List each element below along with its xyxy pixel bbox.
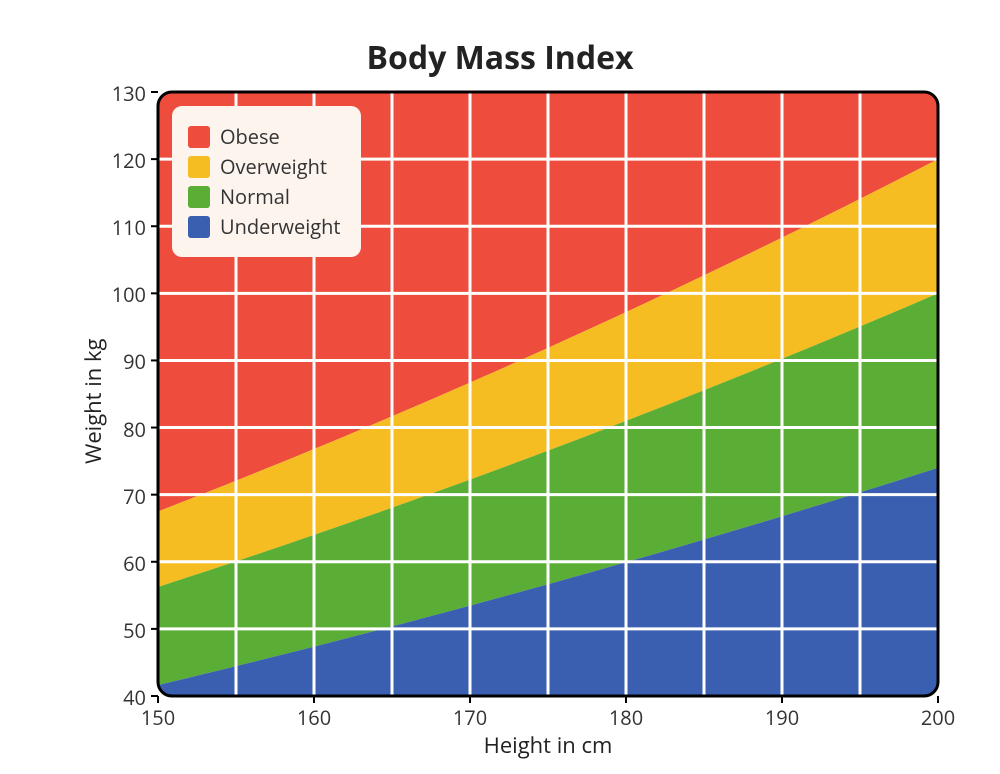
legend-item-overweight: Overweight [188, 153, 341, 180]
legend-item-normal: Normal [188, 183, 341, 210]
x-tick-label: 180 [606, 704, 646, 731]
legend: Obese Overweight Normal Underweight [172, 106, 361, 257]
legend-swatch [188, 156, 210, 178]
legend-swatch [188, 126, 210, 148]
legend-swatch [188, 186, 210, 208]
y-tick-label: 80 [102, 416, 146, 443]
legend-swatch [188, 216, 210, 238]
y-tick-label: 120 [102, 147, 146, 174]
x-tick-label: 190 [762, 704, 802, 731]
plot-area [0, 0, 1000, 774]
legend-label: Underweight [220, 213, 341, 240]
x-tick-label: 170 [450, 704, 490, 731]
bmi-chart: Body Mass Index Weight in kg Height in c… [0, 0, 1000, 774]
legend-item-underweight: Underweight [188, 213, 341, 240]
x-tick-label: 200 [918, 704, 958, 731]
x-tick-label: 160 [294, 704, 334, 731]
y-tick-label: 130 [102, 80, 146, 107]
y-tick-label: 60 [102, 550, 146, 577]
y-tick-label: 40 [102, 684, 146, 711]
legend-label: Normal [220, 183, 290, 210]
y-tick-label: 90 [102, 348, 146, 375]
y-tick-label: 50 [102, 617, 146, 644]
legend-item-obese: Obese [188, 123, 341, 150]
y-tick-label: 100 [102, 281, 146, 308]
legend-label: Overweight [220, 153, 327, 180]
y-tick-label: 110 [102, 214, 146, 241]
legend-label: Obese [220, 123, 280, 150]
y-tick-label: 70 [102, 483, 146, 510]
